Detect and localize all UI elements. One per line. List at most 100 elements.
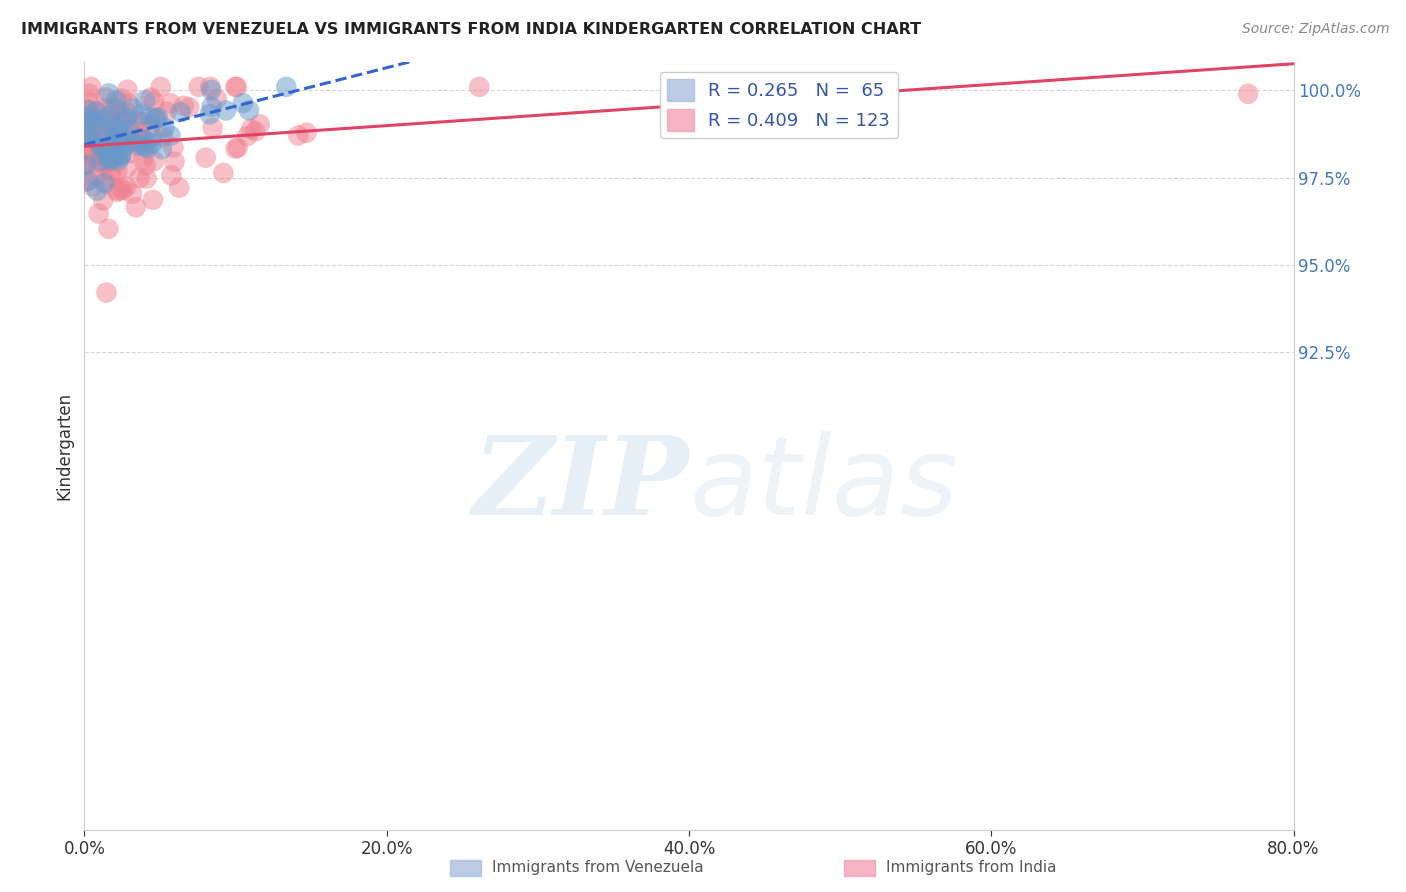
Point <box>75 157 97 171</box>
Point <box>75 128 97 142</box>
Point <box>114 129 136 144</box>
Point <box>205 92 228 106</box>
Point <box>100 164 122 178</box>
Point <box>91 148 114 162</box>
Point <box>75 102 97 116</box>
Point <box>97 151 120 165</box>
Point <box>110 92 132 106</box>
Point <box>110 148 132 162</box>
Point <box>112 114 135 128</box>
Legend: R = 0.265   N =  65, R = 0.409   N = 123: R = 0.265 N = 65, R = 0.409 N = 123 <box>659 72 897 138</box>
Point <box>124 130 146 145</box>
Point <box>143 95 166 109</box>
Point <box>96 119 118 133</box>
Point <box>162 140 184 154</box>
Point <box>149 79 172 94</box>
Point <box>236 129 259 144</box>
Point <box>79 113 101 128</box>
Point <box>125 200 148 214</box>
Point <box>82 179 104 194</box>
Text: Immigrants from Venezuela: Immigrants from Venezuela <box>492 861 704 875</box>
Point <box>89 139 111 153</box>
Point <box>187 79 209 94</box>
Point <box>82 124 104 138</box>
Point <box>105 94 128 108</box>
Point <box>97 221 120 235</box>
Point <box>167 180 190 194</box>
Point <box>249 117 271 131</box>
Point <box>224 79 246 94</box>
Point <box>91 194 114 208</box>
Point <box>104 148 127 162</box>
Point <box>86 104 108 119</box>
Point <box>245 124 267 138</box>
Point <box>128 170 150 185</box>
Point <box>83 146 105 161</box>
Point <box>107 120 129 135</box>
Point <box>76 111 98 125</box>
Point <box>200 79 222 94</box>
Text: ZIP: ZIP <box>472 431 689 538</box>
Point <box>96 285 118 300</box>
Point <box>117 106 139 120</box>
Point <box>84 169 107 183</box>
Point <box>75 145 97 160</box>
Point <box>225 79 247 94</box>
Point <box>238 103 260 118</box>
Point <box>87 206 110 220</box>
Point <box>100 141 122 155</box>
Point <box>80 79 103 94</box>
Point <box>153 120 176 135</box>
Point <box>97 110 120 124</box>
Point <box>121 134 143 148</box>
Point <box>143 154 166 169</box>
Point <box>111 112 134 127</box>
Point <box>87 136 110 150</box>
Point <box>75 124 97 138</box>
Point <box>115 161 138 175</box>
Point <box>101 131 124 145</box>
Point <box>83 118 105 132</box>
Text: Immigrants from India: Immigrants from India <box>886 861 1056 875</box>
Point <box>107 184 129 198</box>
Point <box>82 112 104 126</box>
Text: Source: ZipAtlas.com: Source: ZipAtlas.com <box>1241 22 1389 37</box>
Point <box>76 121 98 136</box>
Point <box>103 143 125 157</box>
Point <box>225 142 247 156</box>
Point <box>122 102 145 116</box>
Point <box>100 169 122 184</box>
Point <box>98 153 121 168</box>
Point <box>103 125 125 139</box>
Point <box>87 133 110 147</box>
Point <box>108 103 131 118</box>
Point <box>135 158 157 172</box>
Point <box>75 121 97 136</box>
Point <box>108 135 131 149</box>
Point <box>115 179 138 194</box>
Point <box>169 105 191 120</box>
Point <box>105 101 128 115</box>
Point <box>194 151 217 165</box>
Point <box>129 128 152 143</box>
Point <box>118 134 141 148</box>
Point <box>201 120 224 135</box>
Point <box>94 175 117 189</box>
Point <box>87 159 110 173</box>
Text: IMMIGRANTS FROM VENEZUELA VS IMMIGRANTS FROM INDIA KINDERGARTEN CORRELATION CHAR: IMMIGRANTS FROM VENEZUELA VS IMMIGRANTS … <box>21 22 921 37</box>
Point <box>1237 87 1260 101</box>
Point <box>135 135 157 149</box>
Point <box>77 145 100 160</box>
Point <box>138 111 160 125</box>
Point <box>75 175 97 189</box>
Point <box>80 130 103 145</box>
Point <box>160 169 183 183</box>
Point <box>84 104 107 119</box>
Point <box>198 107 221 121</box>
Point <box>139 119 162 133</box>
Point <box>226 141 249 155</box>
Point <box>101 151 124 165</box>
Text: atlas: atlas <box>689 431 957 538</box>
Point <box>107 132 129 146</box>
Point <box>117 96 139 111</box>
